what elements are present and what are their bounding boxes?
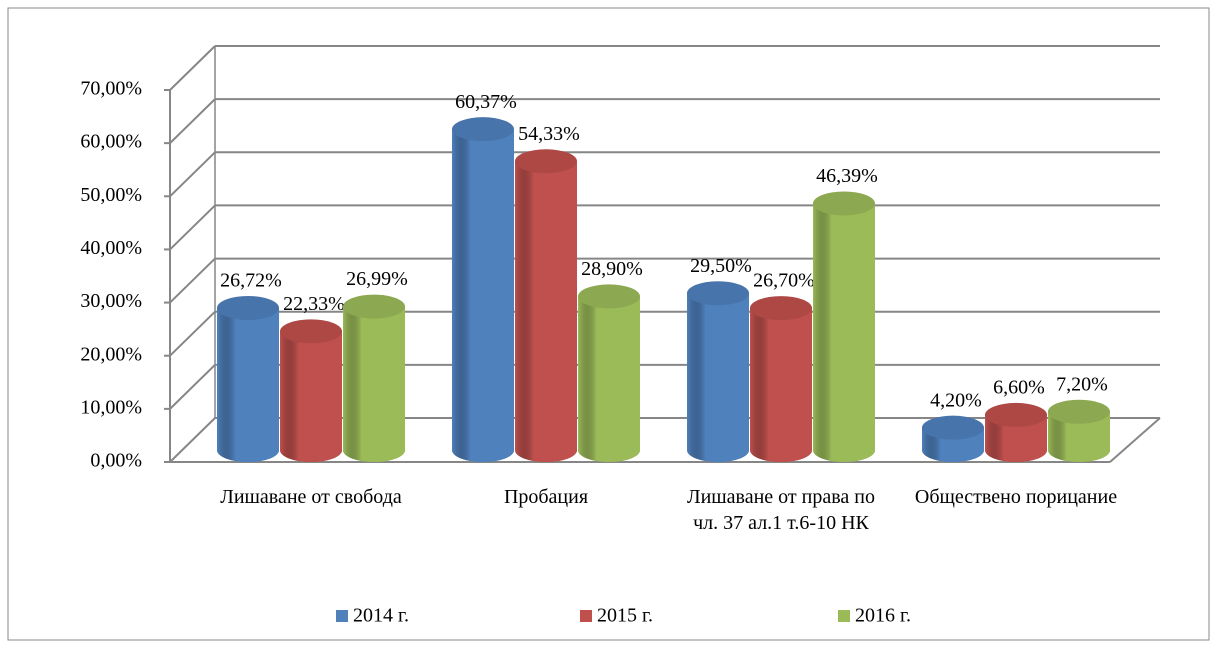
bar-top (687, 281, 749, 306)
grid-line-wall (169, 151, 216, 198)
bar-shade (343, 306, 405, 450)
data-label: 22,33% (283, 293, 345, 315)
bar-bottom-shade (687, 450, 749, 462)
bar-bottom-shade (922, 450, 984, 462)
y-tick-label: 50,00% (80, 184, 142, 206)
grid-line-wall (169, 310, 216, 357)
data-label: 28,90% (581, 258, 643, 280)
bar-bottom-shade (578, 450, 640, 462)
bar-bottom-shade (813, 450, 875, 462)
data-label: 7,20% (1056, 373, 1108, 395)
bar-shade (217, 308, 279, 450)
bar-top (578, 284, 640, 309)
grid-line-wall (169, 45, 216, 91)
y-tick-label: 20,00% (80, 343, 142, 365)
bar-bottom-shade (452, 450, 514, 462)
bar-top (813, 191, 875, 216)
bar-bottom-shade (750, 450, 812, 462)
data-label: 29,50% (690, 255, 752, 277)
y-tick-label: 40,00% (80, 237, 142, 259)
legend-label: 2015 г. (597, 605, 653, 627)
y-tick-label: 60,00% (80, 131, 142, 153)
bar-bottom-shade (1048, 450, 1110, 462)
grid-line-wall (169, 204, 216, 251)
grid-line-wall (169, 257, 216, 304)
bar-top (217, 296, 279, 321)
bar-shade (813, 203, 875, 450)
legend-swatch (580, 610, 592, 622)
x-tick-label: Лишаване от права по чл. 37 ал.1 т.6-10 … (687, 486, 875, 534)
legend-swatch (336, 610, 348, 622)
bar-top (1048, 399, 1110, 424)
bar-shade (750, 308, 812, 450)
y-tick-label: 30,00% (80, 290, 142, 312)
bar-top (452, 117, 514, 142)
y-tick-label: 0,00% (90, 450, 142, 472)
y-tick-label: 70,00% (80, 78, 142, 100)
bar-bottom-shade (515, 450, 577, 462)
bar-top (280, 319, 342, 344)
bar-bottom-shade (217, 450, 279, 462)
grid-line-wall (169, 98, 216, 144)
legend-swatch (838, 610, 850, 622)
grid-line-wall (169, 417, 216, 463)
data-label: 26,99% (346, 268, 408, 290)
bar-bottom-shade (343, 450, 405, 462)
data-label: 54,33% (518, 123, 580, 145)
data-label: 26,70% (753, 270, 815, 292)
x-tick-label: Обществено порицание (914, 486, 1118, 508)
grid-line-wall (169, 364, 216, 410)
data-label: 60,37% (455, 91, 517, 113)
bar-top (750, 296, 812, 321)
bar-shade (452, 129, 514, 450)
bar-bottom-shade (985, 450, 1047, 462)
data-label: 46,39% (816, 165, 878, 187)
bar-top (985, 402, 1047, 427)
bar-shade (515, 161, 577, 451)
data-label: 4,20% (930, 389, 982, 411)
bar-bottom-shade (280, 450, 342, 462)
bar-top (922, 415, 984, 440)
bar-shade (280, 331, 342, 450)
x-tick-label: Лишаване от свобода (220, 486, 402, 508)
y-tick-label: 10,00% (80, 396, 142, 418)
bar-top (343, 294, 405, 319)
data-label: 6,60% (993, 377, 1045, 399)
data-label: 26,72% (220, 270, 282, 292)
floor-line (1109, 417, 1161, 463)
legend-label: 2016 г. (855, 605, 911, 627)
x-tick-label: Пробация (503, 486, 589, 508)
legend-label: 2014 г. (353, 605, 409, 627)
bar-top (515, 149, 577, 174)
bar-shade (687, 293, 749, 450)
bar-shade (578, 296, 640, 450)
